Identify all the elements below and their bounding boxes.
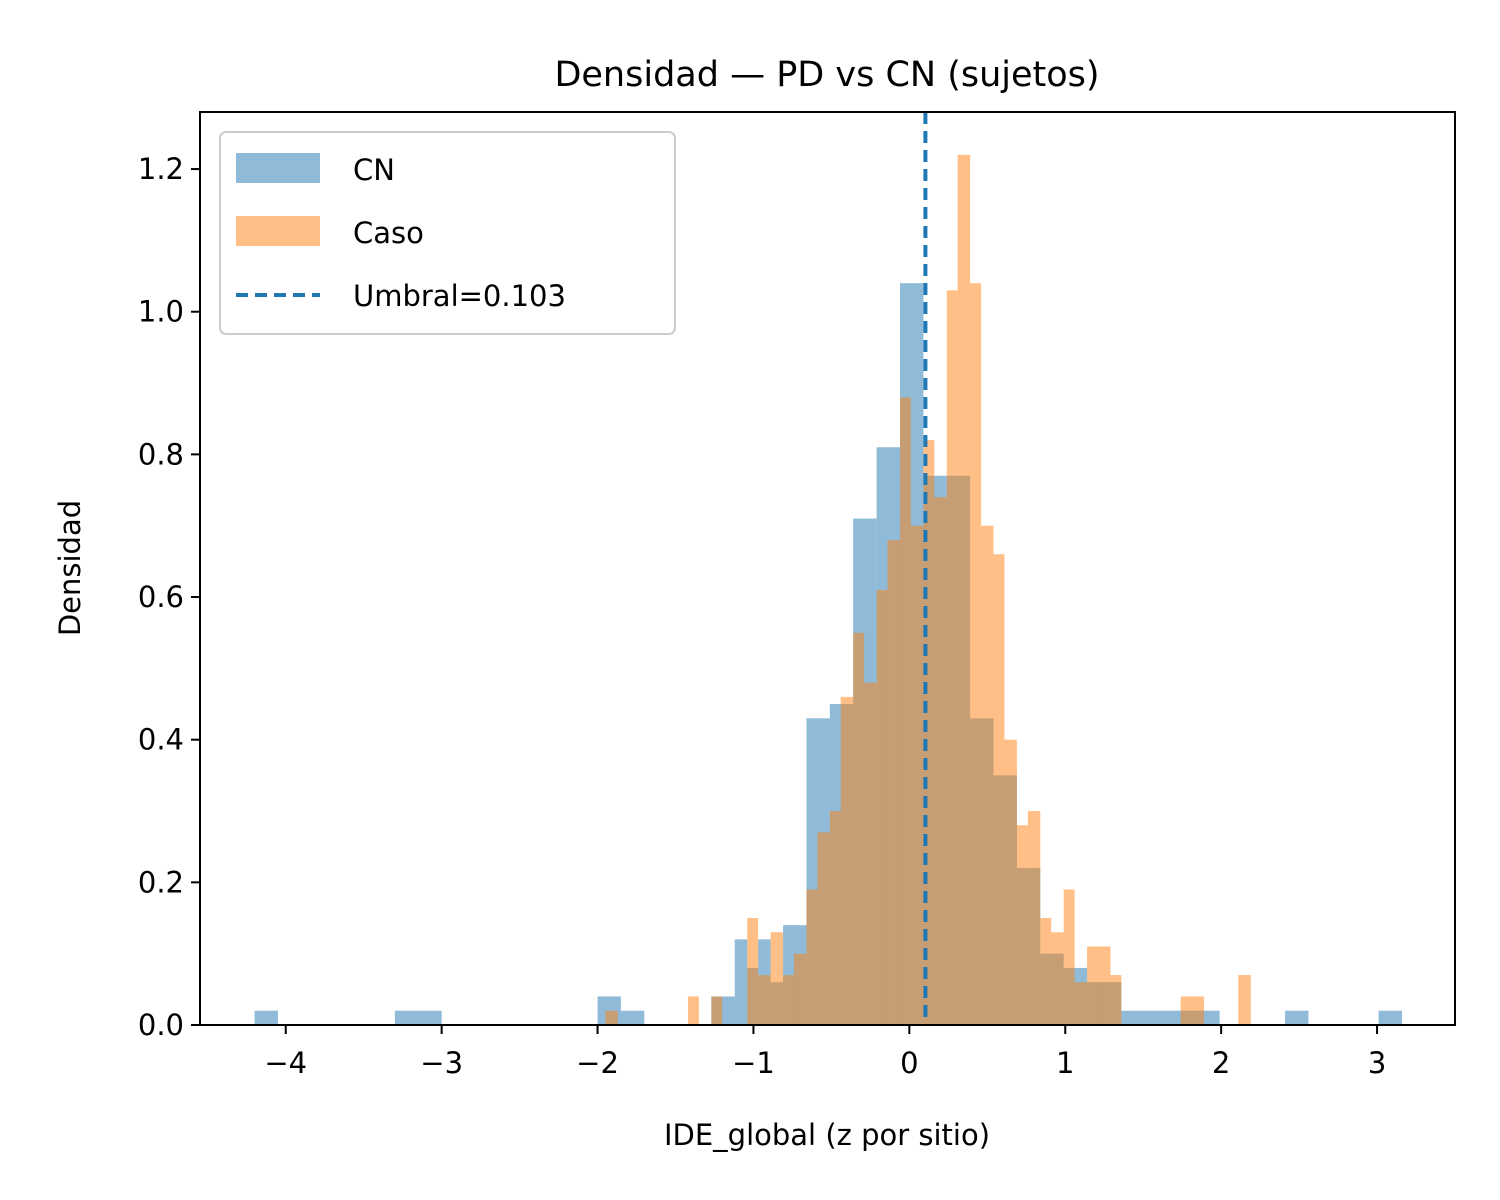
histogram-bar-caso-21: [957, 154, 971, 1025]
x-tick-label: 1: [1056, 1046, 1074, 1080]
chart-title: Densidad — PD vs CN (sujetos): [554, 55, 1099, 95]
histogram-bar-caso-12: [853, 632, 865, 1025]
histogram-bar-caso-20: [946, 290, 958, 1025]
histogram-bar-cn-3: [620, 1010, 645, 1025]
histogram-bar-cn-0: [254, 1010, 278, 1025]
histogram-bar-caso-32: [1087, 946, 1098, 1025]
histogram-bar-caso-1: [687, 996, 699, 1025]
x-tick-label: −4: [264, 1046, 307, 1080]
histogram-bar-caso-34: [1110, 975, 1122, 1025]
histogram-bar-caso-18: [923, 440, 935, 1025]
histogram-bar-caso-28: [1040, 918, 1052, 1025]
histogram-bar-caso-3: [747, 918, 759, 1025]
histogram-bar-caso-6: [783, 975, 794, 1025]
histogram-bar-caso-30: [1063, 889, 1075, 1025]
histogram-bar-caso-7: [793, 953, 807, 1025]
histogram-bar-caso-4: [758, 975, 771, 1025]
y-tick-label: 0.6: [138, 580, 184, 614]
histogram-bar-caso-19: [934, 497, 947, 1025]
histogram-bar-caso-27: [1027, 811, 1041, 1025]
histogram-bar-caso-15: [887, 539, 900, 1025]
histogram-bar-caso-24: [993, 554, 1005, 1025]
legend-box: [219, 131, 676, 335]
histogram-bar-caso-17: [910, 525, 924, 1025]
histogram-bar-caso-36: [1238, 975, 1251, 1025]
histogram-bar-cn-5: [734, 939, 748, 1025]
histogram-bar-cn-24: [1285, 1010, 1309, 1025]
y-axis: 0.0 0.2 0.4 0.6 0.8 1.0 1.2: [138, 152, 200, 1042]
x-tick-label: 0: [900, 1046, 918, 1080]
histogram-bar-cn-23: [1121, 1010, 1220, 1025]
x-tick-label: −3: [420, 1046, 463, 1080]
plot-area: [199, 111, 1456, 1026]
legend-label-caso: Caso: [353, 216, 424, 250]
plot-frame: [199, 111, 1456, 1026]
histogram-bar-caso-31: [1074, 982, 1088, 1025]
histogram-bar-caso-16: [899, 397, 911, 1025]
histogram-bar-cn-25: [1378, 1010, 1402, 1025]
x-axis: −4 −3 −2 −1 0 1 2 3: [264, 1025, 1386, 1080]
histogram-bar-caso-2: [711, 996, 723, 1025]
x-tick-label: −1: [732, 1046, 775, 1080]
legend-swatch-caso: [236, 216, 320, 246]
histogram-bar-caso-22: [970, 283, 982, 1025]
y-tick-label: 1.2: [138, 152, 184, 186]
x-tick-label: −2: [576, 1046, 619, 1080]
histogram-bar-caso-0: [605, 1010, 618, 1025]
histogram-bar-caso-29: [1051, 932, 1064, 1025]
histogram-bar-caso-25: [1004, 739, 1017, 1025]
histogram-bar-caso-11: [840, 696, 854, 1025]
histogram-bar-caso-9: [817, 832, 830, 1025]
histogram-bar-cn-1: [394, 1010, 442, 1025]
y-tick-label: 1.0: [138, 295, 184, 329]
histogram-bar-caso-8: [806, 889, 818, 1025]
x-tick-label: 3: [1368, 1046, 1386, 1080]
y-axis-label: Densidad: [53, 500, 87, 636]
histogram-bar-caso-35: [1180, 996, 1204, 1025]
histogram-bar-caso-33: [1097, 946, 1111, 1025]
histogram-bar-caso-13: [864, 682, 877, 1025]
histogram-bar-caso-26: [1016, 825, 1028, 1025]
legend-swatch-cn: [236, 153, 320, 183]
x-tick-label: 2: [1212, 1046, 1230, 1080]
y-tick-label: 0.2: [138, 865, 184, 899]
x-axis-label: IDE_global (z por sitio): [664, 1118, 990, 1152]
y-tick-label: 0.0: [138, 1008, 184, 1042]
histogram-bar-caso-10: [829, 811, 841, 1025]
y-tick-label: 0.8: [138, 437, 184, 471]
legend-label-threshold: Umbral=0.103: [353, 279, 566, 313]
y-tick-label: 0.4: [138, 723, 184, 757]
histogram-bar-caso-5: [770, 932, 784, 1025]
histogram-bar-caso-14: [876, 589, 888, 1025]
legend: CN Caso Umbral=0.103: [219, 131, 676, 335]
legend-label-cn: CN: [353, 153, 395, 187]
histogram-bar-caso-23: [981, 525, 994, 1025]
series-caso-bars: [605, 154, 1251, 1025]
